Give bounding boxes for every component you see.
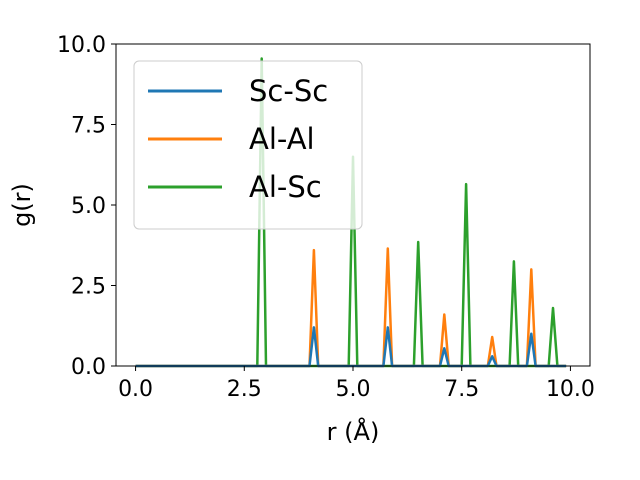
- x-tick-label: 2.5: [227, 377, 262, 402]
- series-line-0: [135, 326, 567, 368]
- x-tick-label: 5.0: [336, 377, 371, 402]
- y-tick-label: 2.5: [71, 275, 106, 300]
- legend-label-1: Al-Al: [249, 122, 315, 156]
- y-tick-label: 0.0: [71, 355, 106, 380]
- series-line-1: [135, 247, 567, 368]
- y-tick-label: 7.5: [71, 114, 106, 139]
- y-tick-label: 5.0: [71, 194, 106, 219]
- legend-label-0: Sc-Sc: [249, 74, 328, 108]
- x-axis: 0.0 2.5 5.0 7.5 10.0: [118, 366, 595, 402]
- y-tick-label: 10.0: [57, 33, 106, 58]
- y-axis-label: g(r): [8, 183, 36, 227]
- legend-label-2: Al-Sc: [249, 170, 322, 204]
- legend: Sc-Sc Al-Al Al-Sc: [133, 60, 363, 230]
- y-axis: 0.0 2.5 5.0 7.5 10.0: [57, 33, 116, 380]
- x-axis-label: r (Å): [327, 417, 380, 446]
- x-tick-label: 7.5: [444, 377, 479, 402]
- x-tick-label: 10.0: [546, 377, 595, 402]
- x-tick-label: 0.0: [118, 377, 153, 402]
